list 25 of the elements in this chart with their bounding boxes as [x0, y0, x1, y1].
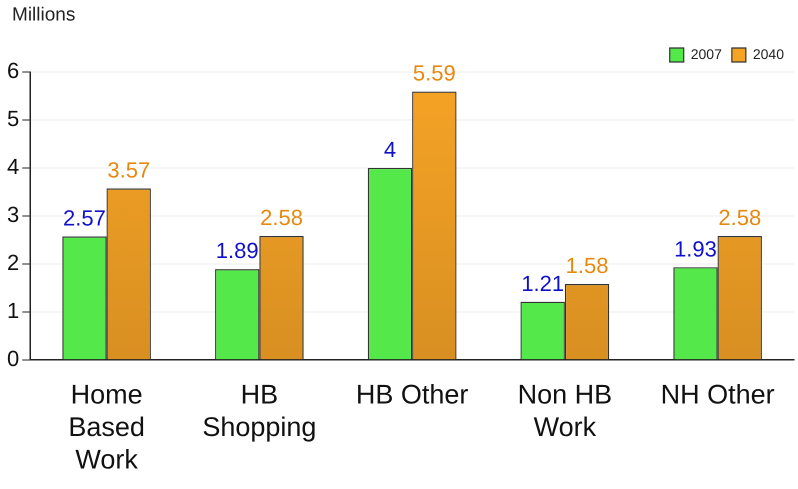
legend-label: 2040: [752, 46, 784, 62]
data-label: 4: [384, 136, 396, 162]
data-label: 1.89: [216, 238, 259, 264]
data-label: 3.57: [107, 158, 150, 183]
y-tick-label: 5: [6, 106, 20, 132]
data-label: 1.93: [674, 236, 717, 262]
data-label: 2.58: [260, 205, 303, 230]
x-tick-label: Non HB Work: [518, 379, 612, 442]
data-label: 2.57: [63, 206, 106, 231]
y-axis-title: Millions: [12, 4, 76, 26]
y-tick-label: 3: [6, 202, 20, 227]
y-tick-label: 2: [6, 250, 20, 275]
x-tick-label: HB Other: [356, 379, 468, 410]
y-tick-label: 0: [6, 346, 20, 371]
legend-label: 2007: [690, 46, 722, 62]
data-label: 5.59: [412, 60, 456, 86]
x-tick-label: NH Other: [660, 379, 775, 410]
y-tick-label: 1: [6, 298, 20, 323]
data-label: 2.58: [718, 205, 762, 230]
x-tick-label: HB Shopping: [202, 379, 316, 442]
y-tick-label: 4: [6, 154, 20, 179]
data-label: 1.21: [521, 270, 564, 296]
x-tick-label: Home Based Work: [68, 379, 145, 474]
data-label: 1.58: [566, 253, 608, 278]
y-tick-label: 6: [6, 58, 20, 84]
